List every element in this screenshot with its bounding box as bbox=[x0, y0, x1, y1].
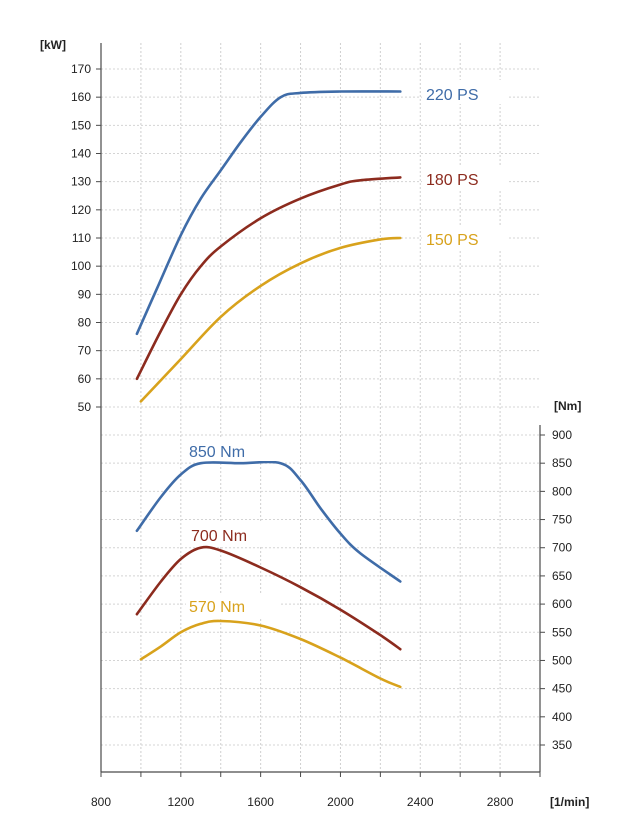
torque-tick-label: 900 bbox=[552, 428, 572, 442]
power-curve-0 bbox=[135, 90, 402, 336]
torque-tick-label: 450 bbox=[552, 682, 572, 696]
torque-curve-1 bbox=[135, 545, 402, 651]
vertical-gridlines bbox=[140, 43, 501, 772]
torque-tick-label: 650 bbox=[552, 569, 572, 583]
series-curves bbox=[135, 90, 402, 689]
torque-tick-label: 600 bbox=[552, 597, 572, 611]
torque-tick-label: 350 bbox=[552, 738, 572, 752]
x-tick-label: 2800 bbox=[487, 795, 514, 809]
power-tick-label: 60 bbox=[78, 372, 92, 386]
torque-tick-label: 850 bbox=[552, 456, 572, 470]
torque-tick-label: 750 bbox=[552, 513, 572, 527]
x-tick-label: 1600 bbox=[247, 795, 274, 809]
series-label-850-nm: 850 Nm bbox=[189, 444, 245, 461]
power-tick-label: 80 bbox=[78, 316, 92, 330]
label-bg-850 bbox=[186, 439, 280, 461]
torque-axis-label: [Nm] bbox=[554, 399, 581, 413]
label-bg-180 bbox=[422, 166, 508, 190]
torque-tick-label: 550 bbox=[552, 625, 572, 639]
power-tick-label: 120 bbox=[71, 203, 91, 217]
power-tick-label: 50 bbox=[78, 400, 92, 414]
power-tick-label: 170 bbox=[71, 62, 91, 76]
label-bg-700 bbox=[188, 523, 282, 545]
x-tick-label: 2000 bbox=[327, 795, 354, 809]
torque-tick-label: 500 bbox=[552, 653, 572, 667]
label-bg-570 bbox=[186, 595, 280, 617]
torque-tick-label: 800 bbox=[552, 484, 572, 498]
power-axis-ticks: 50 60 70 80 90 100 110 120 130 140 150 160 170 bbox=[71, 62, 101, 414]
power-tick-label: 110 bbox=[72, 231, 91, 245]
power-tick-label: 130 bbox=[71, 175, 91, 189]
power-tick-label: 100 bbox=[71, 259, 91, 273]
x-tick-label: 800 bbox=[91, 795, 111, 809]
power-axis-label: [kW] bbox=[40, 38, 66, 52]
torque-curve-2 bbox=[139, 619, 402, 689]
power-curve-2 bbox=[139, 236, 402, 403]
torque-curve-0 bbox=[135, 460, 402, 583]
power-tick-label: 140 bbox=[71, 147, 91, 161]
power-tick-label: 90 bbox=[78, 287, 92, 301]
torque-axis-ticks: 350 400 450 500 550 600 650 700 750 800 850 900 bbox=[540, 428, 572, 752]
series-label-700-nm: 700 Nm bbox=[191, 528, 247, 545]
power-tick-label: 150 bbox=[71, 118, 91, 132]
power-curve-1 bbox=[135, 176, 402, 381]
label-bg-150 bbox=[422, 226, 508, 250]
x-tick-label: 2400 bbox=[407, 795, 434, 809]
x-axis-label: [1/min] bbox=[550, 795, 589, 809]
series-label-150-ps: 150 PS bbox=[426, 232, 478, 249]
x-axis-ticks: 800 1200 1600 2000 2400 2800 bbox=[91, 772, 541, 809]
torque-tick-label: 700 bbox=[552, 541, 572, 555]
power-tick-label: 160 bbox=[71, 90, 91, 104]
series-label-570-nm: 570 Nm bbox=[189, 599, 245, 616]
series-label-180-ps: 180 PS bbox=[426, 172, 478, 189]
series-label-220-ps: 220 PS bbox=[426, 87, 478, 104]
series-labels: 220 PS 180 PS 150 PS 850 Nm 700 Nm 570 N… bbox=[186, 80, 508, 617]
label-bg-220 bbox=[422, 80, 508, 104]
x-tick-label: 1200 bbox=[167, 795, 194, 809]
torque-tick-label: 400 bbox=[552, 710, 572, 724]
power-tick-label: 70 bbox=[78, 344, 92, 358]
